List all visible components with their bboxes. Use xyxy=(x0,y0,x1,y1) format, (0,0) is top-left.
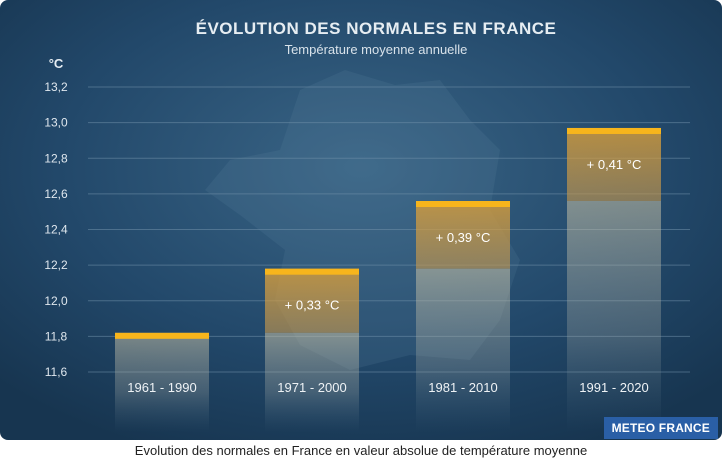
y-tick-label: 13,2 xyxy=(44,80,68,94)
y-tick-label: 12,6 xyxy=(44,187,68,201)
bar-increase xyxy=(265,268,359,333)
y-tick-label: 12,2 xyxy=(44,258,68,272)
y-axis-unit-label: °C xyxy=(49,56,64,71)
meteo-france-logo: METEO FRANCE xyxy=(603,417,718,439)
bar-group: 1971 - 2000 + 0,33 °C xyxy=(265,268,359,432)
y-tick-label: 13,0 xyxy=(44,116,68,130)
bar-base xyxy=(265,332,359,432)
y-axis-ticks: 11,6 11,8 12,0 12,2 12,4 12,6 12,8 13,0 13,2 xyxy=(44,80,68,379)
bar-top-cap xyxy=(115,332,209,339)
bar-base xyxy=(416,268,510,432)
bar-increase xyxy=(567,127,661,201)
bar-group: 1961 - 1990 xyxy=(115,332,209,432)
bar-group: 1981 - 2010 + 0,39 °C xyxy=(416,201,510,432)
bar-increase xyxy=(416,201,510,269)
category-label: 1961 - 1990 xyxy=(127,380,196,395)
category-label: 1991 - 2020 xyxy=(579,380,648,395)
bar-base xyxy=(567,201,661,432)
chart-subtitle: Température moyenne annuelle xyxy=(285,42,468,57)
y-tick-label: 11,8 xyxy=(45,329,68,343)
bars: 1961 - 1990 1971 - 2000 + 0,33 °C 1981 - 20… xyxy=(115,127,661,432)
temperature-bar-chart: ÉVOLUTION DES NORMALES EN FRANCE Tempéra… xyxy=(0,0,722,440)
category-label: 1981 - 2010 xyxy=(428,380,497,395)
increase-annotation: + 0,39 °C xyxy=(436,230,491,245)
y-tick-label: 12,0 xyxy=(44,294,68,308)
y-tick-label: 11,6 xyxy=(45,365,68,379)
bar-group: 1991 - 2020 + 0,41 °C xyxy=(567,127,661,432)
figure-caption: Evolution des normales en France en vale… xyxy=(134,443,588,458)
chart-title: ÉVOLUTION DES NORMALES EN FRANCE xyxy=(196,19,557,38)
chart-card: ÉVOLUTION DES NORMALES EN FRANCE Tempéra… xyxy=(0,0,722,440)
increase-annotation: + 0,33 °C xyxy=(285,298,340,313)
y-tick-label: 12,4 xyxy=(44,223,68,237)
increase-annotation: + 0,41 °C xyxy=(587,157,642,172)
y-tick-label: 12,8 xyxy=(44,151,68,165)
bar-top-cap xyxy=(265,268,359,275)
category-label: 1971 - 2000 xyxy=(277,380,346,395)
bar-top-cap xyxy=(567,127,661,134)
bar-base xyxy=(115,332,209,432)
bar-top-cap xyxy=(416,201,510,207)
